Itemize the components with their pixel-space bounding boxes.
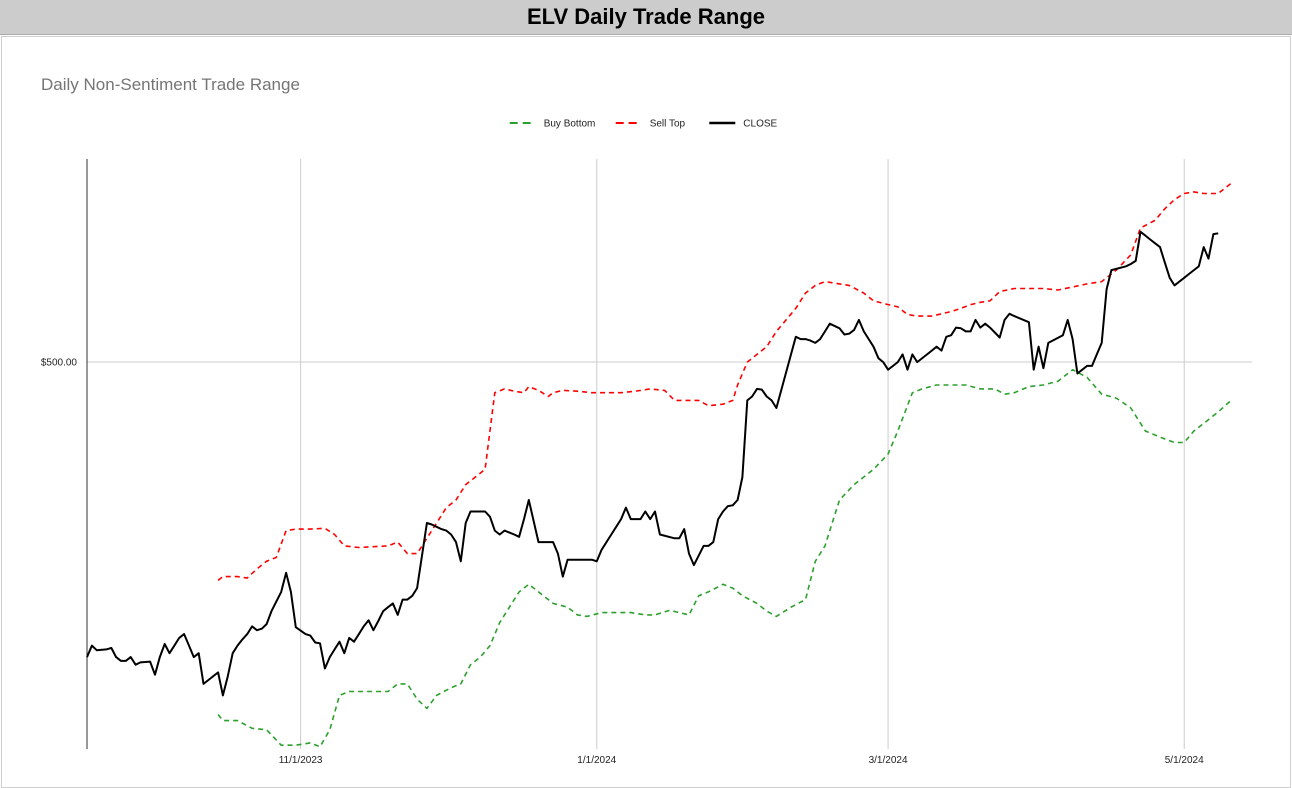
series-line-buy-bottom [217,368,1234,748]
chart-title: Daily Non-Sentiment Trade Range [41,75,300,94]
series-line-close [86,230,1219,697]
chart-legend: Buy Bottom Sell Top CLOSE [509,119,778,130]
legend-label: Sell Top [650,119,686,130]
chart-series [86,181,1234,748]
legend-item: Sell Top [615,119,686,130]
y-tick-label: $500.00 [41,358,78,369]
x-tick-label: 1/1/2024 [577,755,616,766]
chart-grid [87,159,1252,749]
x-tick-label: 3/1/2024 [869,755,908,766]
x-tick-label: 11/1/2023 [279,755,323,766]
x-tick-label: 5/1/2024 [1165,755,1204,766]
chart-axes: 11/1/2023 1/1/2024 3/1/2024 5/1/2024 $500.00 [41,159,1204,766]
legend-label: Buy Bottom [544,119,596,130]
chart-panel: Daily Non-Sentiment Trade Range Buy Bott… [1,36,1291,788]
trade-range-chart: Daily Non-Sentiment Trade Range Buy Bott… [41,75,1252,766]
series-line-sell-top [217,181,1234,582]
page-title-bar: ELV Daily Trade Range [0,0,1292,35]
legend-item: Buy Bottom [509,119,596,130]
page-title: ELV Daily Trade Range [526,4,765,29]
legend-label: CLOSE [743,119,777,130]
legend-item: CLOSE [709,119,778,130]
